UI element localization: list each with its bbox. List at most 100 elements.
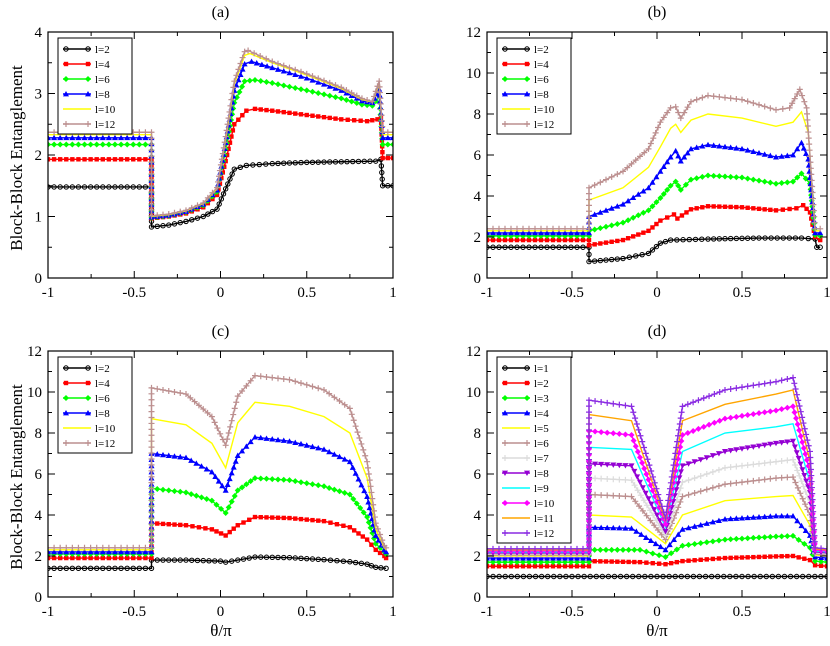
- data-point: [385, 155, 391, 161]
- data-point: [355, 476, 362, 482]
- data-point: [810, 520, 817, 527]
- data-point: [200, 406, 207, 413]
- data-point: [57, 134, 64, 141]
- legend-marker: [85, 91, 91, 97]
- data-point: [597, 546, 604, 553]
- data-point: [177, 208, 184, 215]
- data-point: [508, 237, 514, 243]
- y-tick-label: 10: [466, 66, 481, 82]
- legend-marker: [502, 121, 508, 127]
- data-point: [773, 106, 779, 113]
- data-point: [658, 503, 665, 510]
- data-point: [586, 229, 592, 236]
- data-point: [675, 109, 682, 116]
- data-point: [165, 211, 172, 218]
- data-point: [685, 477, 692, 484]
- data-point: [154, 557, 160, 563]
- data-point: [632, 157, 639, 164]
- data-point: [756, 443, 762, 449]
- data-point: [793, 391, 800, 398]
- legend-label: l=10: [95, 423, 116, 435]
- data-point: [383, 555, 389, 561]
- data-point: [252, 514, 258, 520]
- data-point: [733, 174, 740, 181]
- data-point: [574, 564, 580, 569]
- legend-marker: [85, 46, 91, 52]
- legend-label: l=12: [95, 119, 115, 131]
- data-point: [643, 548, 650, 555]
- data-point: [243, 382, 250, 389]
- data-point: [142, 141, 149, 148]
- data-point: [802, 451, 809, 458]
- data-point: [711, 204, 716, 209]
- data-point: [685, 541, 692, 548]
- data-point: [212, 473, 219, 479]
- data-point: [691, 475, 698, 482]
- data-point: [592, 524, 599, 530]
- data-point: [810, 514, 817, 521]
- data-point: [298, 516, 304, 522]
- data-point: [639, 459, 646, 466]
- data-point: [544, 225, 550, 232]
- data-point: [148, 548, 155, 555]
- data-point: [75, 134, 82, 141]
- y-tick-label: 8: [474, 107, 482, 123]
- data-point: [193, 460, 200, 466]
- data-point: [641, 149, 648, 156]
- data-point: [292, 160, 298, 166]
- data-point: [756, 554, 762, 560]
- data-point: [586, 184, 592, 191]
- data-point: [258, 515, 263, 520]
- data-point: [252, 372, 258, 379]
- data-point: [364, 458, 371, 465]
- data-point: [744, 478, 751, 485]
- data-point: [727, 386, 734, 393]
- data-point: [148, 473, 155, 480]
- legend-marker: [502, 365, 508, 371]
- data-point: [794, 91, 801, 98]
- legend-label: l=2: [534, 378, 549, 390]
- data-point: [688, 98, 694, 105]
- x-axis-label-left: θ/π: [210, 621, 232, 640]
- data-point: [57, 548, 64, 555]
- data-point: [225, 115, 232, 122]
- data-point: [189, 557, 195, 563]
- data-point: [380, 155, 385, 161]
- x-tick-label: 0: [217, 285, 225, 301]
- data-point: [228, 498, 235, 505]
- data-point: [321, 77, 327, 84]
- data-point: [767, 513, 774, 519]
- data-point: [672, 450, 679, 457]
- data-point: [298, 479, 304, 486]
- series-l=12: [48, 372, 390, 551]
- data-point: [142, 134, 149, 141]
- data-point: [224, 121, 231, 128]
- data-point: [64, 555, 69, 561]
- data-point: [665, 497, 672, 504]
- data-point: [784, 152, 791, 159]
- data-point: [275, 160, 281, 167]
- data-point: [715, 466, 722, 473]
- legend-marker: [524, 395, 530, 401]
- data-point: [807, 153, 813, 160]
- y-tick-label: 1: [35, 210, 43, 226]
- data-point: [369, 495, 376, 502]
- data-point: [148, 444, 155, 451]
- data-point: [269, 554, 275, 561]
- data-point: [609, 239, 614, 244]
- data-point: [739, 555, 745, 560]
- data-point: [745, 205, 750, 210]
- data-point: [280, 437, 287, 443]
- data-point: [233, 72, 240, 79]
- data-point: [804, 122, 811, 129]
- data-point: [148, 206, 155, 213]
- data-point: [550, 545, 556, 552]
- data-point: [165, 452, 172, 458]
- data-point: [649, 247, 656, 253]
- data-point: [112, 184, 118, 190]
- data-point: [818, 545, 825, 552]
- data-point: [597, 179, 604, 186]
- data-point: [608, 256, 615, 263]
- data-point: [675, 531, 682, 537]
- data-point: [366, 504, 373, 511]
